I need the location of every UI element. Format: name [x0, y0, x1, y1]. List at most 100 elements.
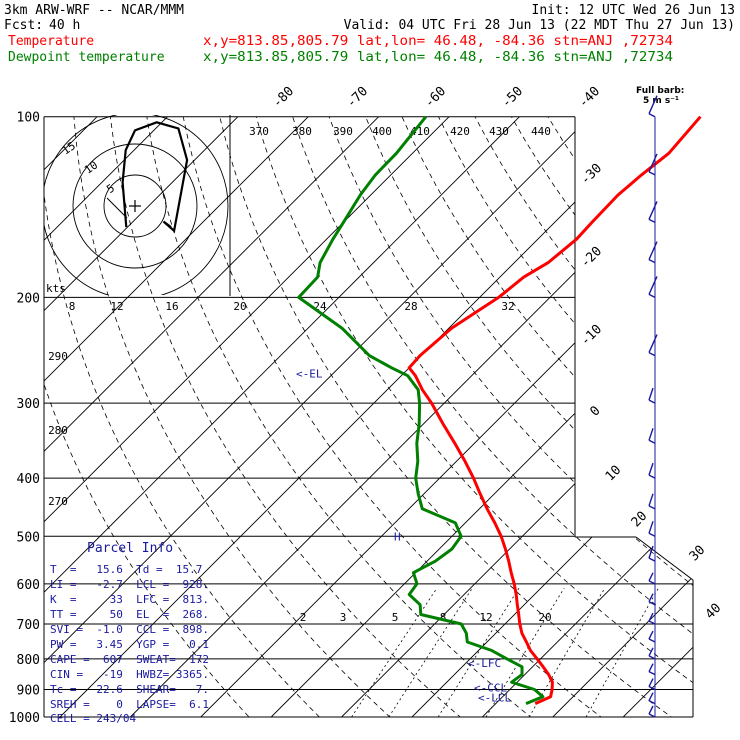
isotherm-label: -20 — [578, 244, 605, 271]
wind-barb-flag — [648, 276, 658, 295]
wind-barb-flag — [648, 647, 654, 657]
potential-temperature-label: 370 — [249, 125, 269, 138]
parcel-info-row: LI = -2.7 LCL = 928. — [50, 578, 209, 591]
mixing-ratio-line — [351, 587, 438, 717]
hodograph-unit-label: kts — [46, 282, 66, 295]
wind-barb-flag — [648, 95, 658, 115]
wind-barb — [648, 218, 656, 224]
dry-adiabat — [219, 116, 690, 717]
potential-temperature-label: 390 — [333, 125, 353, 138]
dry-adiabat — [109, 116, 476, 717]
wind-barb — [648, 580, 656, 585]
pressure-tick-label: 100 — [17, 111, 40, 126]
dry-adiabat — [511, 116, 693, 717]
dry-adiabat — [620, 116, 693, 717]
wind-barb-flag — [648, 334, 658, 353]
dry-adiabat — [656, 116, 693, 717]
parcel-info-row: T = 15.6 Td = 15.7 — [50, 563, 202, 576]
dry-adiabat — [328, 116, 693, 717]
pressure-tick-label: 700 — [17, 618, 40, 633]
parcel-info-row: PW = 3.45 YGP = 0.1 — [50, 638, 209, 651]
pressure-tick-label: 500 — [17, 530, 40, 545]
init-time: Init: 12 UTC Wed 26 Jun 13 — [532, 3, 736, 18]
mixing-ratio-label: 28 — [404, 300, 417, 313]
mixing-ratio-line — [585, 587, 659, 717]
pressure-tick-label: 200 — [17, 291, 40, 306]
legend-dewpoint-name: Dewpoint temperature — [8, 50, 165, 65]
lcl-marker: <-LCL — [478, 692, 511, 705]
dry-adiabat — [401, 116, 693, 717]
isotherm-line — [622, 116, 693, 717]
isotherm-line — [59, 116, 661, 717]
dry-adiabat — [44, 116, 262, 717]
isotherm-line — [200, 116, 693, 717]
isotherm-line — [44, 116, 591, 717]
wind-barb — [648, 113, 656, 118]
mixing-ratio-label: 12 — [479, 611, 492, 624]
isotherm-label: -40 — [576, 84, 603, 111]
isotherm-label: -80 — [270, 84, 297, 111]
legend-dewpoint-info: x,y=813.85,805.79 lat,lon= 46.48, -84.36… — [203, 50, 673, 65]
wind-barb-flag — [648, 705, 654, 715]
dry-adiabat — [547, 116, 693, 717]
mixing-ratio-label: 8 — [440, 611, 447, 624]
mixing-ratio-label: 32 — [501, 300, 514, 313]
dry-adiabat — [474, 116, 693, 717]
parcel-info-row: SVI = -1.0 CCL = 898. — [50, 623, 209, 636]
wind-barb — [648, 439, 656, 444]
isotherm-line — [694, 117, 740, 717]
isotherm-label: 20 — [629, 509, 651, 531]
dry-adiabat — [730, 117, 740, 730]
hodograph-ring-label: 10 — [82, 158, 100, 176]
isotherm-label: 40 — [703, 601, 725, 623]
wind-barb-flag — [648, 428, 654, 441]
isotherm-label: 30 — [687, 543, 709, 565]
wind-barb — [648, 671, 656, 676]
isotherm-line — [270, 116, 693, 717]
hodograph-ring — [72, 143, 198, 269]
hodograph-trace — [121, 121, 189, 233]
wind-barb — [648, 700, 656, 705]
pressure-tick-label: 900 — [17, 684, 40, 699]
dry-adiabat — [365, 116, 693, 717]
wind-barb — [648, 399, 656, 404]
wind-barb-flag — [648, 493, 654, 507]
isotherm-label: 10 — [603, 463, 625, 485]
dry-adiabat — [146, 116, 547, 717]
frame-slant — [635, 536, 694, 581]
pressure-tick-label: 800 — [17, 653, 40, 668]
isotherm-line — [44, 116, 450, 717]
mixing-ratio-line — [388, 587, 473, 717]
el-marker: <-EL — [296, 368, 323, 381]
wind-barb-flag — [648, 545, 654, 559]
potential-temperature-label: 270 — [48, 495, 68, 508]
isotherm-line — [44, 116, 239, 717]
isotherm-line — [130, 116, 693, 717]
wind-barb-flag — [648, 612, 654, 622]
wind-barb — [648, 685, 656, 691]
hodograph-ring — [103, 174, 167, 238]
wind-barb-flag — [648, 630, 654, 640]
wind-barbs — [648, 95, 658, 718]
model-title: 3km ARW-WRF -- NCAR/MMM — [4, 3, 184, 18]
isotherm-label: -60 — [422, 84, 449, 111]
valid-time: Valid: 04 UTC Fri 28 Jun 13 (22 MDT Thu … — [344, 18, 735, 33]
mixing-ratio-label: 5 — [392, 611, 399, 624]
isotherm-line — [341, 116, 693, 717]
potential-temperature-label: 290 — [48, 350, 68, 363]
parcel-info-row: Tc = 22.6 SHEAR= 7. — [50, 683, 209, 696]
wind-barb — [648, 351, 656, 357]
pressure-tick-label: 400 — [17, 472, 40, 487]
full-barb-value: 5 m s⁻¹ — [643, 96, 679, 106]
hodograph-ring — [44, 115, 229, 295]
isotherm-label: -10 — [578, 322, 605, 349]
parcel-info-row: CIN = -19 HWBZ= 3365. — [50, 668, 209, 681]
parcel-info-row: SREH = 0 LAPSE= 6.1 — [50, 698, 209, 711]
dewpoint-profile — [297, 115, 545, 705]
potential-temperature-label: 380 — [292, 125, 312, 138]
mixing-ratio-label: 8 — [69, 300, 76, 313]
wind-barb — [648, 557, 656, 562]
height-marker: H — [394, 530, 401, 543]
isotherm-line — [44, 116, 520, 717]
